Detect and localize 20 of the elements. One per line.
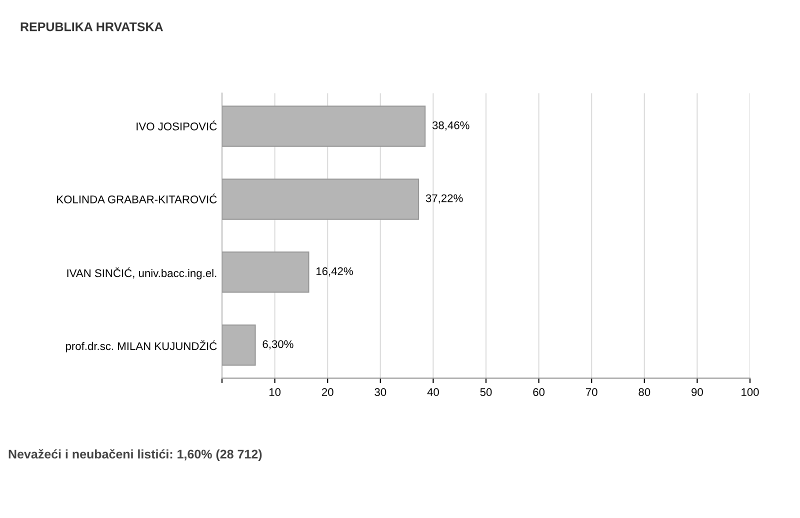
data-label: 38,46% [432, 121, 470, 131]
x-tick-label: 80 [638, 388, 650, 396]
text: Nevažeći i neubačeni listići: 1,60% (28 712) [8, 449, 262, 462]
y-tick-label: prof.dr.sc. MILAN KUJUNDŽIĆ [66, 340, 217, 352]
x-tick-label: 40 [427, 388, 439, 396]
x-tick-label: 30 [374, 388, 386, 396]
x-tick-label: 100 [742, 388, 759, 396]
x-tick-label: 50 [480, 388, 492, 396]
y-tick-label: KOLINDA GRABAR-KITAROVIĆ [57, 194, 217, 204]
text: REPUBLIKA HRVATSKA [20, 22, 163, 32]
y-tick-label: IVO JOSIPOVIĆ [136, 120, 217, 130]
y-tick-label: IVAN SINČIĆ, univ.bacc.ing.el. [67, 267, 216, 280]
data-label: 37,22% [426, 194, 463, 204]
x-tick-label: 10 [269, 388, 281, 396]
x-tick-label: 20 [322, 388, 334, 396]
x-tick-label: 70 [586, 388, 598, 396]
x-tick-label: 60 [533, 388, 545, 396]
x-tick-label: 90 [692, 388, 703, 396]
data-label: 16,42% [316, 267, 353, 276]
data-label: 6,30% [262, 340, 294, 350]
